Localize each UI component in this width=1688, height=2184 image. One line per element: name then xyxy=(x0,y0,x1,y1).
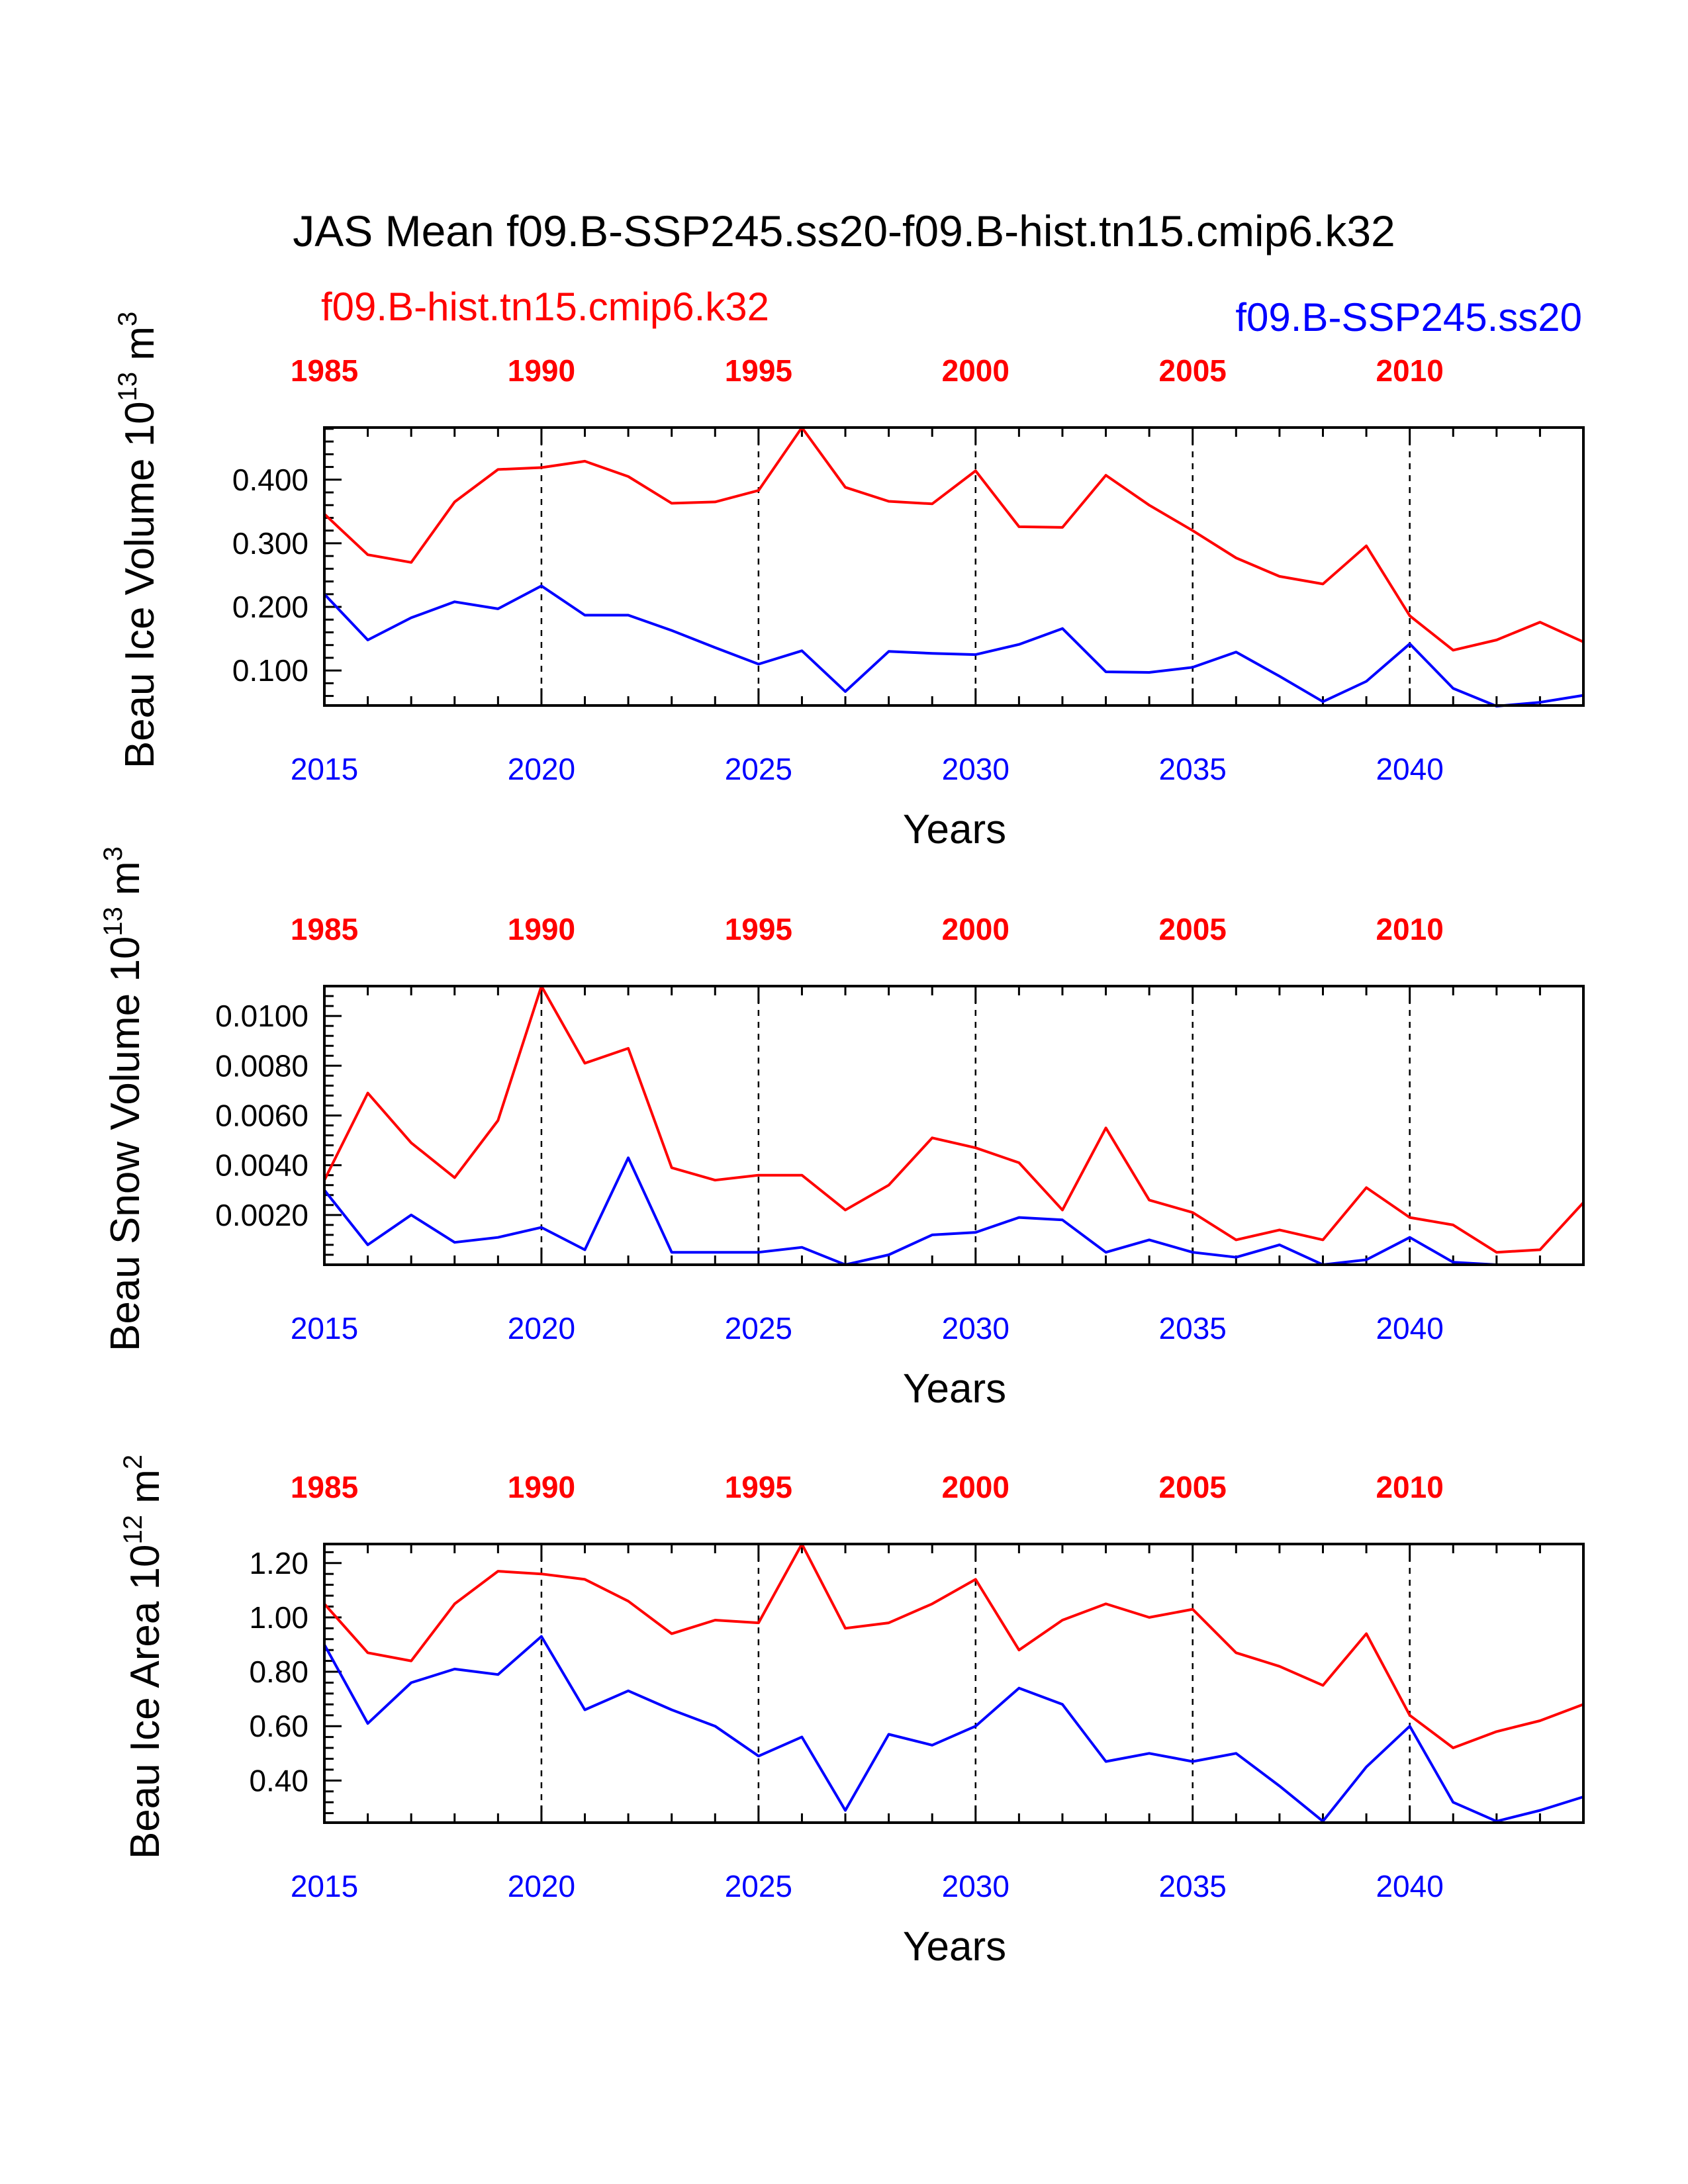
y-axis-label: Beau Ice Volume 1013 m3 xyxy=(113,312,163,769)
y-tick-label: 0.80 xyxy=(249,1655,308,1689)
bottom-axis-tick-label: 2025 xyxy=(725,1311,792,1345)
y-axis-label-part: m xyxy=(117,326,163,372)
top-axis-tick-label: 1990 xyxy=(508,1470,575,1504)
y-axis-label-part: 12 xyxy=(118,1515,148,1545)
bottom-axis-tick-label: 2020 xyxy=(508,1869,575,1903)
y-tick-label: 0.100 xyxy=(232,653,308,688)
bottom-axis-tick-label: 2030 xyxy=(942,1311,1009,1345)
top-axis-tick-label: 2005 xyxy=(1159,912,1227,946)
y-axis-label-part: m xyxy=(122,1469,168,1515)
y-tick-label: 0.0020 xyxy=(215,1198,308,1232)
y-axis-label: Beau Ice Area 1012 m2 xyxy=(118,1455,168,1859)
top-axis-tick-label: 2005 xyxy=(1159,1470,1227,1504)
panel-ice-area: 0.40 0.60 0.80 1.00 1.20 1985 1990 1995 2000 2005… xyxy=(118,1455,1585,1970)
y-tick-label: 0.0060 xyxy=(215,1098,308,1132)
top-axis-tick-label: 2010 xyxy=(1376,1470,1443,1504)
plot-frame xyxy=(323,426,1585,707)
series-line xyxy=(323,1156,1583,1266)
y-tick-label: 0.200 xyxy=(232,590,308,624)
series-line xyxy=(323,1635,1584,1823)
y-axis-label-part: Beau Snow Volume 10 xyxy=(103,936,148,1351)
y-axis-label-part: 3 xyxy=(99,846,128,861)
top-axis-tick-label: 1995 xyxy=(725,1470,792,1504)
top-axis-tick-label: 2010 xyxy=(1376,912,1443,946)
bottom-axis-tick-label: 2025 xyxy=(725,1869,792,1903)
top-axis-tick-label: 1995 xyxy=(725,353,792,388)
y-axis-label-part: 13 xyxy=(113,372,142,402)
bottom-axis-tick-label: 2035 xyxy=(1159,752,1227,786)
y-axis-label-part: Beau Ice Area 10 xyxy=(122,1544,168,1859)
top-axis-tick-label: 2000 xyxy=(942,353,1009,388)
bottom-axis-tick-label: 2035 xyxy=(1159,1869,1227,1903)
plot-frame xyxy=(323,985,1585,1266)
series-line xyxy=(323,584,1584,707)
x-axis-label: Years xyxy=(903,807,1006,852)
y-tick-label: 0.60 xyxy=(249,1709,308,1743)
y-tick-label: 1.20 xyxy=(249,1546,308,1580)
y-tick-label: 0.0080 xyxy=(215,1048,308,1083)
bottom-axis-tick-label: 2020 xyxy=(508,1311,575,1345)
y-tick-label: 0.40 xyxy=(249,1763,308,1797)
top-axis-tick-label: 1995 xyxy=(725,912,792,946)
y-axis-label-part: 2 xyxy=(118,1455,148,1469)
panel-ice-volume: 0.100 0.200 0.300 0.400 1985 1990 1995 2000 2005… xyxy=(113,312,1585,852)
bottom-axis-tick-label: 2030 xyxy=(942,752,1009,786)
top-axis-tick-label: 1985 xyxy=(291,1470,358,1504)
bottom-axis-tick-label: 2015 xyxy=(291,1311,358,1345)
series-line xyxy=(323,426,1584,652)
legend-blue-label: f09.B-SSP245.ss20 xyxy=(1235,295,1582,340)
top-axis-tick-label: 1985 xyxy=(291,353,358,388)
bottom-axis-tick-label: 2015 xyxy=(291,1869,358,1903)
top-axis-tick-label: 1990 xyxy=(508,912,575,946)
top-axis-tick-label: 1985 xyxy=(291,912,358,946)
top-axis-tick-label: 2005 xyxy=(1159,353,1227,388)
top-axis-tick-label: 2000 xyxy=(942,912,1009,946)
top-axis-tick-label: 2000 xyxy=(942,1470,1009,1504)
figure-title: JAS Mean f09.B-SSP245.ss20-f09.B-hist.tn… xyxy=(293,206,1395,255)
x-axis-label: Years xyxy=(903,1366,1006,1412)
legend-red-label: f09.B-hist.tn15.cmip6.k32 xyxy=(321,285,769,329)
bottom-axis-tick-label: 2040 xyxy=(1376,752,1443,786)
y-axis-label-part: Beau Ice Volume 10 xyxy=(117,401,163,768)
y-tick-label: 0.300 xyxy=(232,526,308,561)
x-axis-label: Years xyxy=(903,1924,1006,1970)
bottom-axis-tick-label: 2040 xyxy=(1376,1311,1443,1345)
y-tick-label: 0.0040 xyxy=(215,1148,308,1183)
bottom-axis-tick-label: 2015 xyxy=(291,752,358,786)
plot-frame xyxy=(323,1543,1585,1824)
y-tick-label: 0.0100 xyxy=(215,999,308,1033)
y-axis-label-part: 13 xyxy=(99,907,128,936)
top-axis-tick-label: 2010 xyxy=(1376,353,1443,388)
y-axis-label-part: 3 xyxy=(113,312,142,326)
panel-snow-volume: 0.0020 0.0040 0.0060 0.0080 0.0100 1985 1990 19… xyxy=(99,846,1585,1412)
y-tick-label: 1.00 xyxy=(249,1600,308,1635)
y-tick-label: 0.400 xyxy=(232,463,308,497)
bottom-axis-tick-label: 2035 xyxy=(1159,1311,1227,1345)
bottom-axis-tick-label: 2020 xyxy=(508,752,575,786)
bottom-axis-tick-label: 2025 xyxy=(725,752,792,786)
top-axis-tick-label: 1990 xyxy=(508,353,575,388)
bottom-axis-tick-label: 2030 xyxy=(942,1869,1009,1903)
bottom-axis-tick-label: 2040 xyxy=(1376,1869,1443,1903)
y-axis-label-part: m xyxy=(103,861,148,907)
series-line xyxy=(323,1543,1584,1749)
y-axis-label: Beau Snow Volume 1013 m3 xyxy=(99,846,148,1351)
series-line xyxy=(323,985,1585,1254)
